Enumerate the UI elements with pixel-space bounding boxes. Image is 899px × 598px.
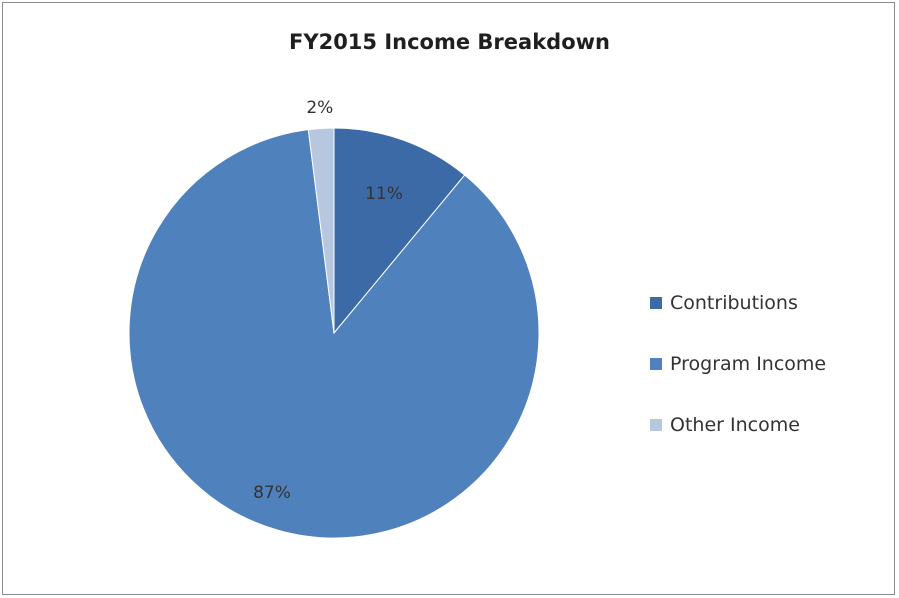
legend-label-program-income: Program Income <box>670 353 827 375</box>
pie-slice-other-income <box>307 127 335 334</box>
pie-slice-program-income <box>128 129 540 539</box>
data-label-program-income: 87% <box>253 483 291 503</box>
legend-swatch-program-income <box>650 358 662 370</box>
data-label-other-income: 2% <box>306 98 333 118</box>
chart-title: FY2015 Income Breakdown <box>289 30 610 54</box>
data-label-contributions: 11% <box>365 184 403 204</box>
pie-slice-contributions <box>333 127 466 335</box>
legend-label-contributions: Contributions <box>670 292 798 314</box>
legend-swatch-other-income <box>650 419 662 431</box>
legend-swatch-contributions <box>650 297 662 309</box>
legend-label-other-income: Other Income <box>670 414 800 436</box>
